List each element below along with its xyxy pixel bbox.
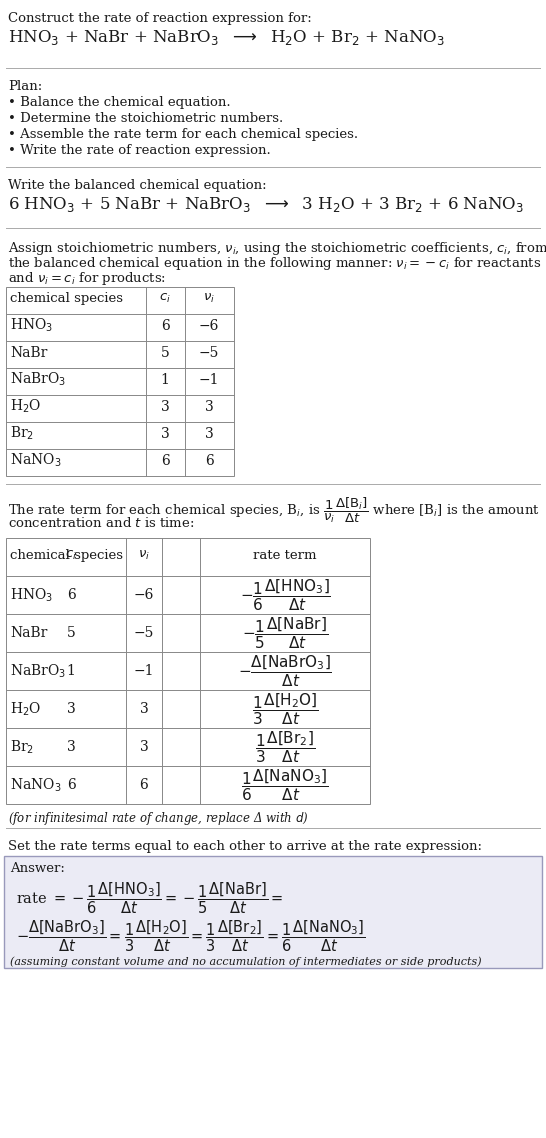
Text: Set the rate terms equal to each other to arrive at the rate expression:: Set the rate terms equal to each other t… — [8, 840, 482, 854]
Text: H$_2$O: H$_2$O — [10, 398, 41, 415]
Text: (assuming constant volume and no accumulation of intermediates or side products): (assuming constant volume and no accumul… — [10, 956, 482, 966]
Text: 3: 3 — [140, 740, 149, 754]
Text: $\dfrac{1}{3}\dfrac{\Delta[\mathrm{H_2O}]}{\Delta t}$: $\dfrac{1}{3}\dfrac{\Delta[\mathrm{H_2O}… — [252, 691, 318, 727]
Text: chemical species: chemical species — [10, 292, 123, 305]
Text: NaBrO$_3$: NaBrO$_3$ — [10, 662, 66, 679]
Text: Construct the rate of reaction expression for:: Construct the rate of reaction expressio… — [8, 13, 312, 25]
Text: H$_2$O: H$_2$O — [10, 700, 41, 718]
Text: HNO$_3$: HNO$_3$ — [10, 316, 53, 335]
Text: $-\dfrac{1}{6}\dfrac{\Delta[\mathrm{HNO_3}]}{\Delta t}$: $-\dfrac{1}{6}\dfrac{\Delta[\mathrm{HNO_… — [240, 577, 330, 613]
Text: −6: −6 — [199, 319, 219, 332]
Text: rate term: rate term — [253, 549, 317, 561]
Text: 5: 5 — [67, 626, 75, 640]
Text: $-\dfrac{\Delta[\mathrm{NaBrO_3}]}{\Delta t}$: $-\dfrac{\Delta[\mathrm{NaBrO_3}]}{\Delt… — [238, 653, 332, 688]
Text: −1: −1 — [199, 372, 219, 387]
Text: $-\dfrac{1}{5}\dfrac{\Delta[\mathrm{NaBr}]}{\Delta t}$: $-\dfrac{1}{5}\dfrac{\Delta[\mathrm{NaBr… — [242, 616, 328, 651]
Text: NaBrO$_3$: NaBrO$_3$ — [10, 371, 66, 388]
Text: $c_i$: $c_i$ — [65, 549, 77, 561]
Text: the balanced chemical equation in the following manner: $\nu_i = -c_i$ for react: the balanced chemical equation in the fo… — [8, 255, 541, 272]
Text: 3: 3 — [205, 427, 213, 440]
Text: $\nu_i$: $\nu_i$ — [138, 549, 150, 561]
Text: NaNO$_3$: NaNO$_3$ — [10, 452, 62, 469]
Text: • Write the rate of reaction expression.: • Write the rate of reaction expression. — [8, 145, 271, 157]
Text: Br$_2$: Br$_2$ — [10, 424, 34, 443]
Text: 3: 3 — [140, 702, 149, 716]
Text: −1: −1 — [134, 663, 155, 678]
Text: $\dfrac{1}{6}\dfrac{\Delta[\mathrm{NaNO_3}]}{\Delta t}$: $\dfrac{1}{6}\dfrac{\Delta[\mathrm{NaNO_… — [241, 767, 329, 803]
Text: 3: 3 — [205, 399, 213, 413]
Text: HNO$_3$ + NaBr + NaBrO$_3$  $\longrightarrow$  H$_2$O + Br$_2$ + NaNO$_3$: HNO$_3$ + NaBr + NaBrO$_3$ $\longrightar… — [8, 28, 445, 47]
Text: 6: 6 — [161, 319, 169, 332]
Text: The rate term for each chemical species, B$_i$, is $\dfrac{1}{\nu_i}\dfrac{\Delt: The rate term for each chemical species,… — [8, 496, 540, 526]
Text: Assign stoichiometric numbers, $\nu_i$, using the stoichiometric coefficients, $: Assign stoichiometric numbers, $\nu_i$, … — [8, 240, 546, 257]
Text: $-\dfrac{\Delta[\mathrm{NaBrO_3}]}{\Delta t} = \dfrac{1}{3}\dfrac{\Delta[\mathrm: $-\dfrac{\Delta[\mathrm{NaBrO_3}]}{\Delt… — [16, 918, 365, 954]
Text: 1: 1 — [67, 663, 75, 678]
Text: chemical species: chemical species — [10, 549, 123, 561]
Text: −5: −5 — [134, 626, 154, 640]
Text: Answer:: Answer: — [10, 861, 65, 875]
Text: rate $= -\dfrac{1}{6}\dfrac{\Delta[\mathrm{HNO_3}]}{\Delta t} = -\dfrac{1}{5}\df: rate $= -\dfrac{1}{6}\dfrac{\Delta[\math… — [16, 880, 283, 916]
Text: 6: 6 — [205, 454, 213, 468]
Text: −5: −5 — [199, 346, 219, 360]
Text: $c_i$: $c_i$ — [159, 292, 171, 305]
Text: 6: 6 — [140, 778, 149, 792]
Text: Br$_2$: Br$_2$ — [10, 739, 34, 756]
Text: • Assemble the rate term for each chemical species.: • Assemble the rate term for each chemic… — [8, 127, 358, 141]
Text: 3: 3 — [67, 740, 75, 754]
Text: $\nu_i$: $\nu_i$ — [203, 292, 215, 305]
Text: 6: 6 — [161, 454, 169, 468]
Text: −6: −6 — [134, 588, 154, 602]
Text: NaNO$_3$: NaNO$_3$ — [10, 776, 62, 793]
Bar — [6, 287, 234, 476]
Text: Plan:: Plan: — [8, 80, 42, 93]
Text: • Balance the chemical equation.: • Balance the chemical equation. — [8, 96, 230, 109]
Text: $\dfrac{1}{3}\dfrac{\Delta[\mathrm{Br_2}]}{\Delta t}$: $\dfrac{1}{3}\dfrac{\Delta[\mathrm{Br_2}… — [255, 729, 315, 765]
Text: 6: 6 — [67, 588, 75, 602]
Text: 1: 1 — [161, 372, 169, 387]
Text: Write the balanced chemical equation:: Write the balanced chemical equation: — [8, 179, 266, 192]
Text: 5: 5 — [161, 346, 169, 360]
Text: and $\nu_i = c_i$ for products:: and $\nu_i = c_i$ for products: — [8, 270, 166, 287]
Text: NaBr: NaBr — [10, 626, 48, 640]
Text: concentration and $t$ is time:: concentration and $t$ is time: — [8, 516, 194, 530]
Text: (for infinitesimal rate of change, replace Δ with $d$): (for infinitesimal rate of change, repla… — [8, 810, 309, 827]
Text: NaBr: NaBr — [10, 346, 48, 360]
Text: 3: 3 — [67, 702, 75, 716]
Text: HNO$_3$: HNO$_3$ — [10, 586, 53, 603]
Text: 3: 3 — [161, 427, 169, 440]
Text: 3: 3 — [161, 399, 169, 413]
Text: 6 HNO$_3$ + 5 NaBr + NaBrO$_3$  $\longrightarrow$  3 H$_2$O + 3 Br$_2$ + 6 NaNO$: 6 HNO$_3$ + 5 NaBr + NaBrO$_3$ $\longrig… — [8, 195, 524, 214]
Text: • Determine the stoichiometric numbers.: • Determine the stoichiometric numbers. — [8, 112, 283, 125]
Bar — [4, 856, 542, 968]
Text: 6: 6 — [67, 778, 75, 792]
Bar — [6, 538, 370, 805]
